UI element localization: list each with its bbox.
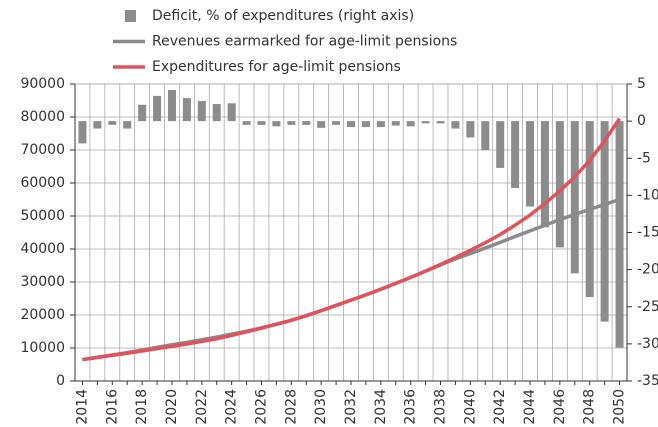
x-tick-label: 2048: [582, 389, 598, 425]
y2-tick-label: -15: [637, 225, 658, 241]
x-tick-label: 2042: [492, 389, 508, 425]
legend-label: Expenditures for age-limit pensions: [152, 59, 401, 75]
x-tick-label: 2050: [612, 389, 628, 425]
bar: [496, 121, 505, 168]
bar: [257, 121, 266, 125]
y-tick-label: 90000: [20, 76, 65, 92]
x-tick-label: 2016: [104, 389, 120, 425]
bar: [570, 121, 579, 274]
legend-label: Deficit, % of expenditures (right axis): [152, 8, 414, 24]
bar: [153, 95, 162, 122]
line: [82, 197, 621, 362]
x-tick-label: 2020: [164, 389, 180, 425]
y-tick-label: 30000: [20, 274, 65, 290]
bar: [93, 121, 102, 129]
y2-tick-label: 0: [637, 113, 646, 129]
bar: [451, 121, 460, 129]
bar: [167, 89, 176, 122]
bar: [347, 121, 355, 128]
legend-swatch: [125, 10, 136, 22]
x-tick-label: 2046: [552, 389, 568, 425]
bar: [332, 121, 341, 125]
y2-tick-label: -20: [637, 262, 658, 278]
bar: [481, 121, 490, 151]
line: [82, 117, 621, 362]
bar: [197, 101, 206, 122]
bar: [227, 103, 236, 122]
bar: [272, 121, 281, 127]
bar: [108, 121, 117, 125]
y2-tick-label: -30: [637, 336, 658, 352]
bar: [406, 121, 415, 127]
y2-tick-label: -5: [637, 150, 651, 166]
y2-tick-label: 5: [637, 76, 646, 92]
x-tick-label: 2024: [224, 389, 240, 425]
bar: [182, 98, 191, 122]
bar: [540, 121, 549, 228]
x-tick-label: 2040: [462, 389, 478, 425]
y-tick-label: 10000: [20, 340, 65, 356]
x-tick-label: 2034: [373, 389, 389, 425]
y2-tick-label: -10: [637, 187, 658, 203]
x-tick-label: 2038: [433, 389, 449, 425]
y2-tick-label: -25: [637, 299, 658, 315]
y-tick-label: 60000: [20, 175, 65, 191]
x-tick-label: 2036: [403, 389, 419, 425]
bar: [436, 121, 445, 124]
x-tick-label: 2026: [253, 389, 269, 425]
y-tick-label: 20000: [20, 307, 65, 323]
y-tick-label: 50000: [20, 208, 65, 224]
bar: [511, 121, 520, 188]
bar: [555, 121, 564, 248]
bar: [123, 121, 132, 129]
x-tick-label: 2022: [194, 389, 210, 425]
bar: [78, 121, 87, 144]
bar: [317, 121, 326, 128]
x-tick-label: 2030: [313, 389, 329, 425]
bar: [302, 121, 311, 125]
y-tick-label: 80000: [20, 109, 65, 125]
bar: [242, 121, 251, 125]
y-tick-label: 0: [56, 373, 65, 389]
x-tick-label: 2032: [343, 389, 359, 425]
bar: [376, 121, 385, 128]
x-tick-label: 2014: [74, 389, 90, 425]
y-tick-label: 70000: [20, 142, 65, 158]
bar: [600, 121, 609, 322]
bar: [526, 121, 535, 207]
y2-tick-label: -35: [637, 373, 658, 389]
bar: [466, 121, 475, 138]
bar: [138, 104, 147, 122]
bar: [615, 121, 624, 348]
bar: [361, 121, 370, 128]
bar: [421, 121, 430, 124]
x-tick-label: 2018: [134, 389, 150, 425]
x-tick-label: 2028: [283, 389, 299, 425]
y-tick-label: 40000: [20, 241, 65, 257]
bar: [391, 121, 400, 126]
legend: Deficit, % of expenditures (right axis) R…: [113, 8, 457, 75]
legend-label: Revenues earmarked for age-limit pension…: [152, 34, 457, 50]
x-tick-label: 2044: [522, 389, 538, 425]
bar: [287, 121, 296, 125]
bar: [212, 104, 221, 122]
